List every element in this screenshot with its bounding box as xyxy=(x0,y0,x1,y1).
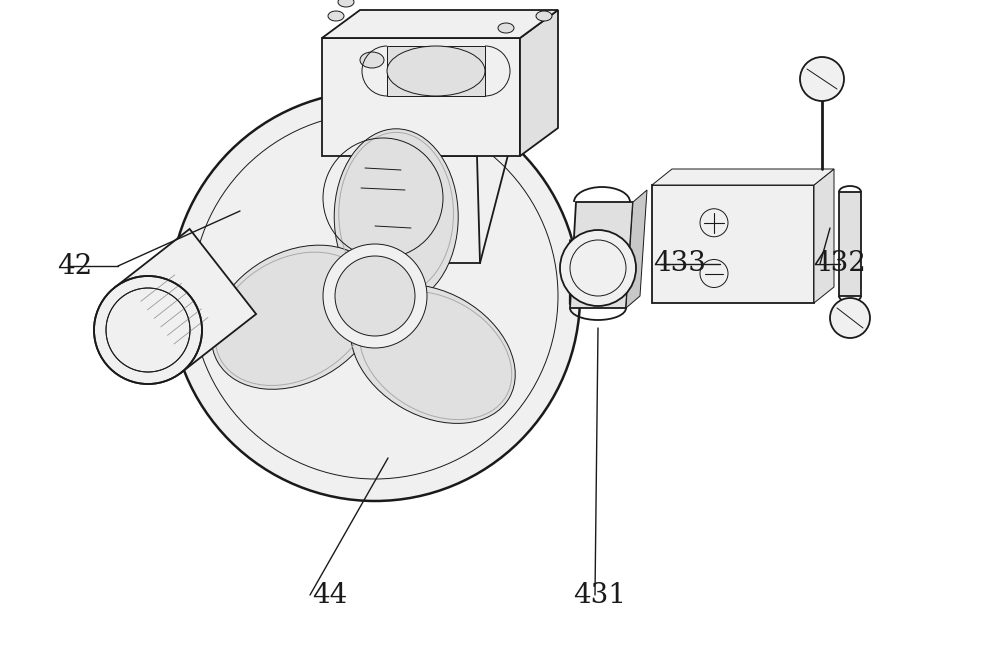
Ellipse shape xyxy=(458,52,482,68)
Text: 44: 44 xyxy=(312,582,348,609)
Ellipse shape xyxy=(360,52,384,68)
Polygon shape xyxy=(839,192,861,296)
Ellipse shape xyxy=(338,0,354,7)
Ellipse shape xyxy=(351,284,515,423)
Polygon shape xyxy=(115,229,256,372)
Polygon shape xyxy=(322,10,558,38)
Ellipse shape xyxy=(498,23,514,33)
Circle shape xyxy=(800,57,844,101)
Ellipse shape xyxy=(334,129,458,305)
Text: 42: 42 xyxy=(57,253,93,280)
Polygon shape xyxy=(387,46,485,96)
Polygon shape xyxy=(520,10,558,156)
Ellipse shape xyxy=(328,11,344,21)
Circle shape xyxy=(335,256,415,336)
Polygon shape xyxy=(652,185,814,303)
Ellipse shape xyxy=(536,11,552,21)
Text: 433: 433 xyxy=(654,249,706,277)
Circle shape xyxy=(830,298,870,338)
Circle shape xyxy=(170,91,580,501)
Polygon shape xyxy=(652,169,834,185)
Ellipse shape xyxy=(211,245,380,390)
Circle shape xyxy=(94,276,202,384)
Text: 432: 432 xyxy=(814,249,866,277)
Text: 431: 431 xyxy=(574,582,626,609)
Circle shape xyxy=(560,230,636,306)
Polygon shape xyxy=(322,38,520,156)
Polygon shape xyxy=(626,190,647,308)
Polygon shape xyxy=(360,156,480,263)
Polygon shape xyxy=(570,202,633,308)
Ellipse shape xyxy=(387,46,485,96)
Circle shape xyxy=(323,244,427,348)
Polygon shape xyxy=(814,169,834,303)
